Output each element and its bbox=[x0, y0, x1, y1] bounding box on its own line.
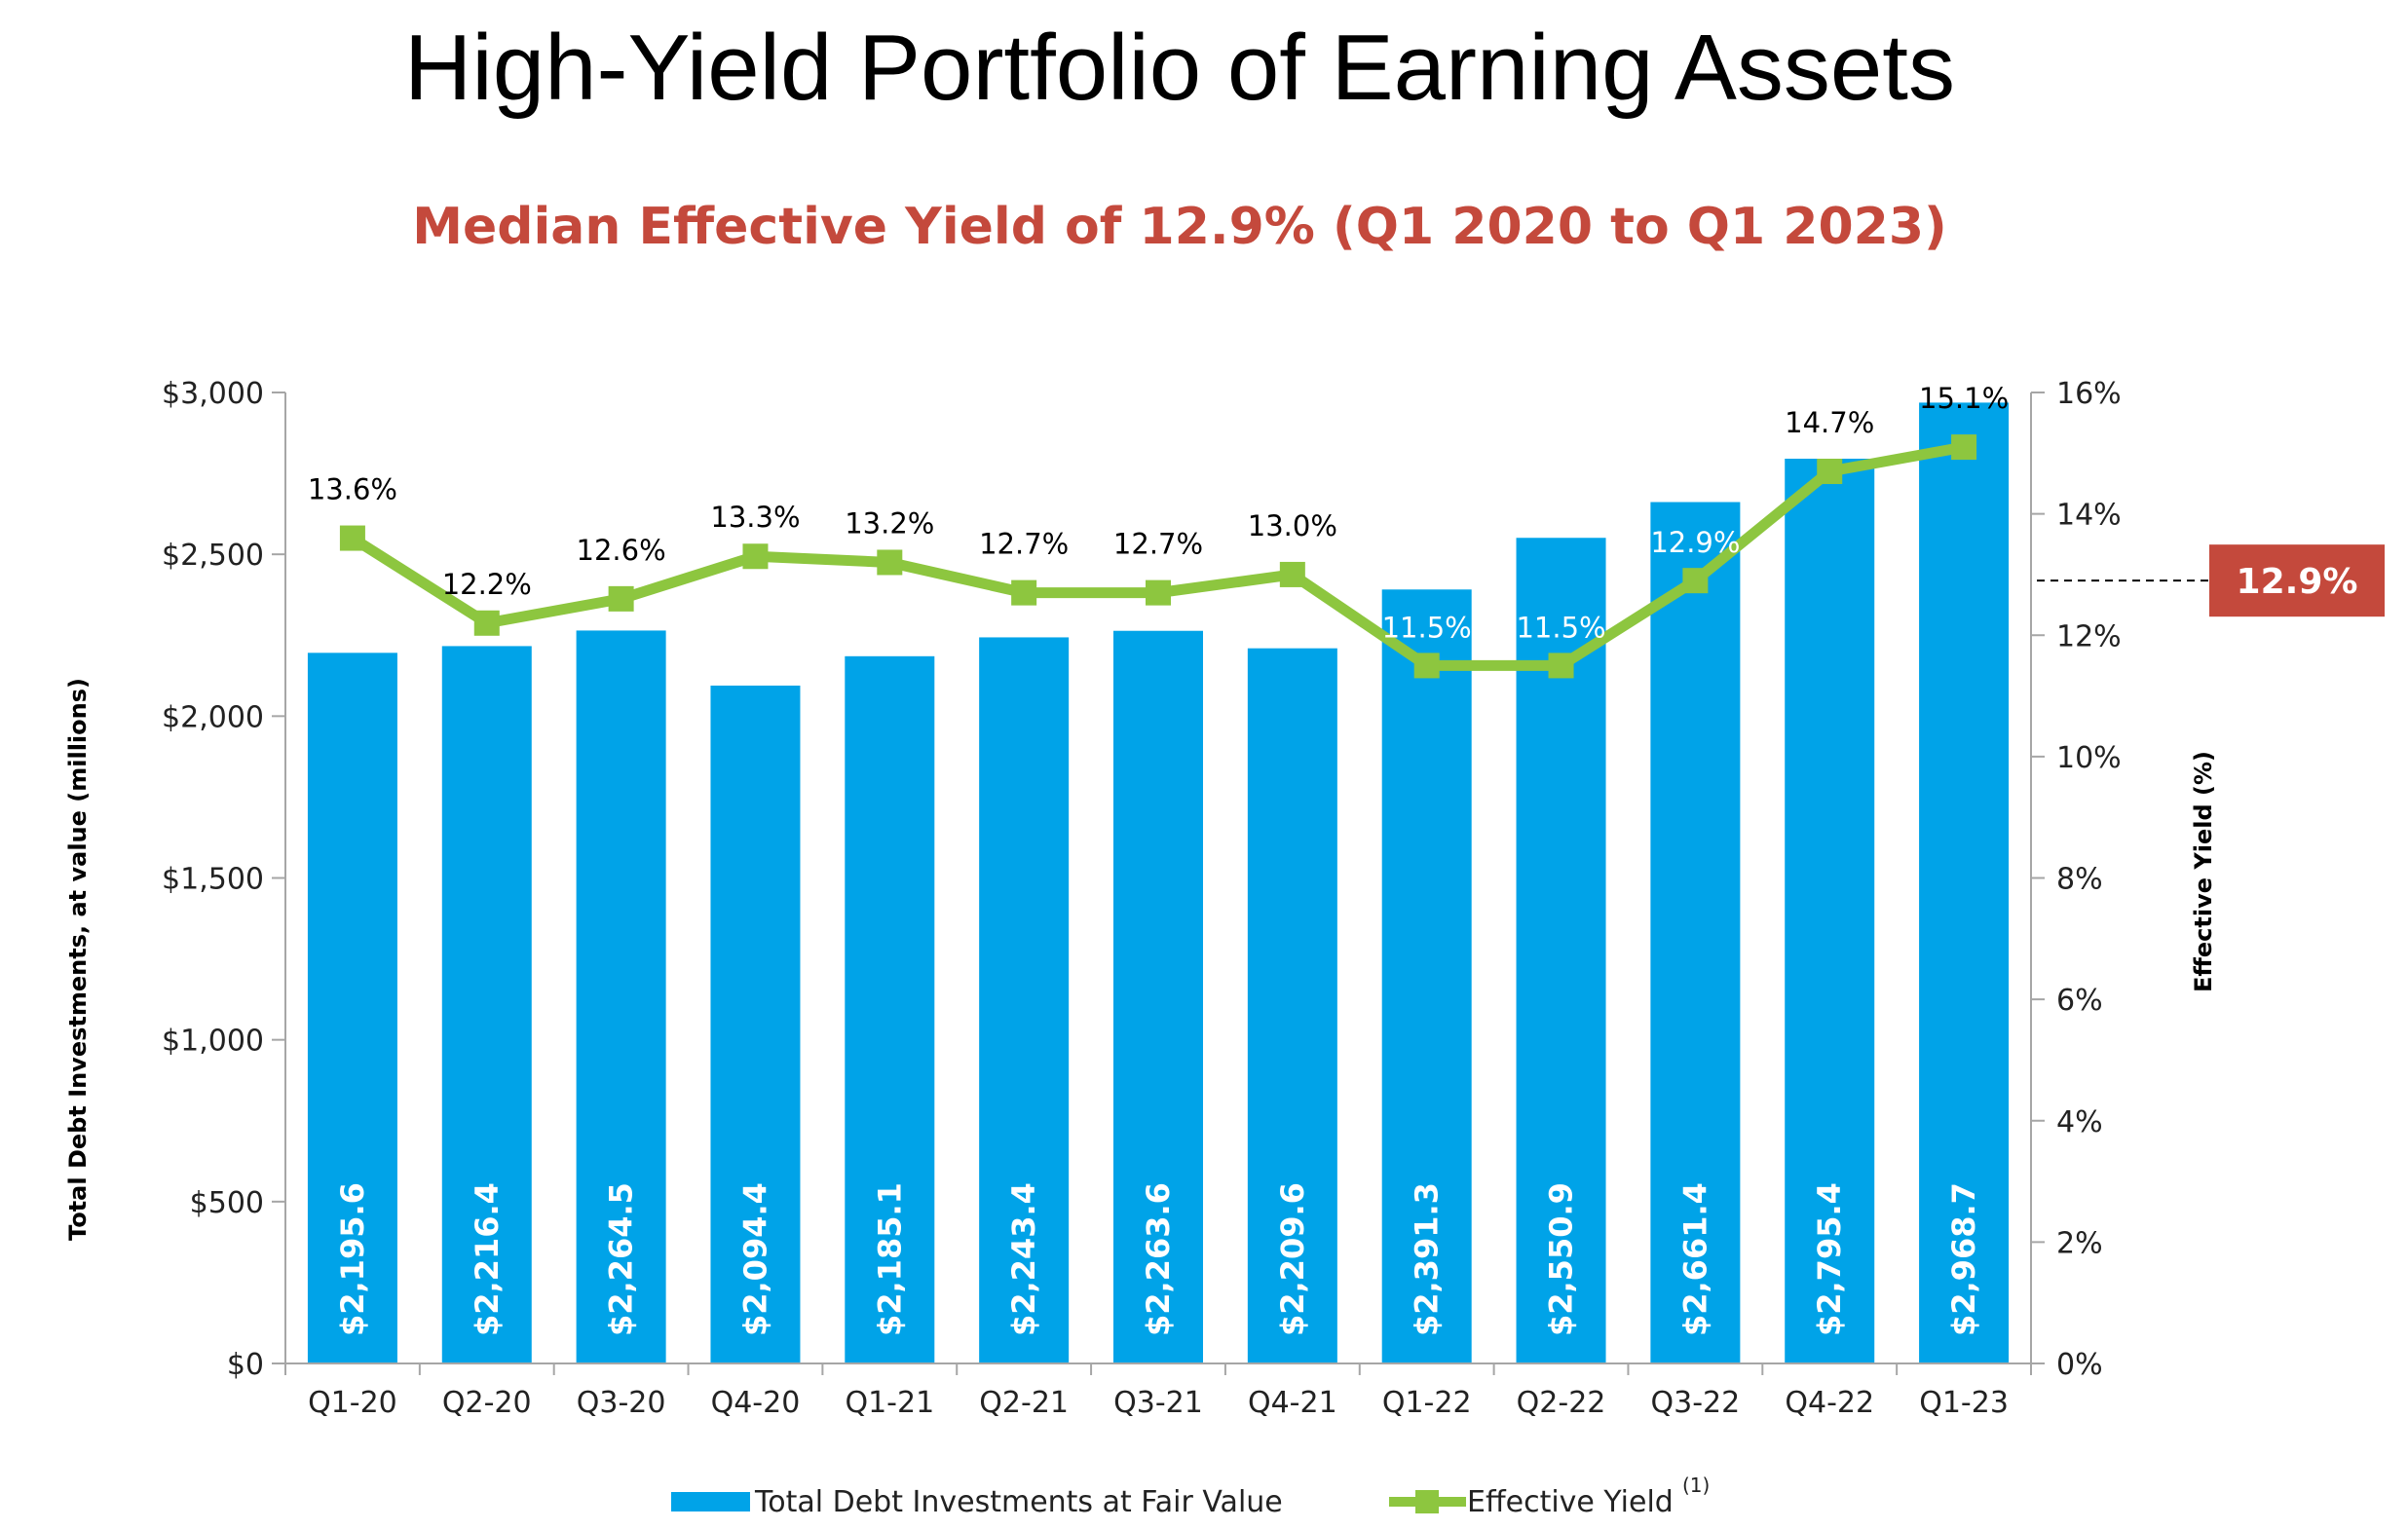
y2-tick-label: 6% bbox=[2056, 984, 2103, 1018]
bar-Q1-20 bbox=[307, 653, 397, 1363]
bar-series: $2,195.6 $2,216.4 $2,264.5 $2,094.4 $2,185.1… bbox=[307, 402, 2010, 1364]
yield-value-label: 13.0% bbox=[1248, 509, 1337, 542]
bar-Q3-21 bbox=[1113, 630, 1203, 1363]
y2-tick-label: 4% bbox=[2056, 1105, 2103, 1139]
yield-point-Q2-21 bbox=[1011, 579, 1037, 606]
yield-series: 13.6% 12.2% 12.6% 13.3% 13.2% 12.7% 12.7% 13.0%… bbox=[308, 382, 2009, 679]
yield-point-Q3-21 bbox=[1146, 579, 1171, 606]
median-marker: 12.9% bbox=[2037, 544, 2385, 617]
y-tick-label: $2,500 bbox=[162, 539, 264, 573]
yield-value-label: 15.1% bbox=[1919, 382, 2009, 415]
y2-tick-label: 14% bbox=[2056, 499, 2122, 533]
bar-Q1-22 bbox=[1381, 589, 1472, 1363]
bar-Q4-20 bbox=[710, 685, 801, 1363]
yield-value-label: 13.3% bbox=[710, 501, 800, 534]
bar-Q3-22 bbox=[1650, 502, 1741, 1363]
bar-Q2-20 bbox=[441, 646, 532, 1363]
yield-value-label: 12.2% bbox=[442, 568, 532, 601]
yield-value-label: 11.5% bbox=[1382, 611, 1472, 644]
yield-point-Q4-20 bbox=[742, 543, 769, 570]
bar-Q1-23 bbox=[1919, 402, 2010, 1363]
bar-value-label: $2,391.3 bbox=[1409, 1182, 1446, 1336]
x-tick-label: Q1-22 bbox=[1382, 1386, 1472, 1420]
yield-point-Q1-23 bbox=[1951, 434, 1977, 461]
bar-Q4-22 bbox=[1785, 458, 1875, 1364]
legend-line-name: Effective Yield bbox=[1467, 1485, 1674, 1519]
yield-point-Q2-22 bbox=[1548, 653, 1574, 679]
x-tick-label: Q2-20 bbox=[442, 1386, 532, 1420]
yield-value-label: 13.6% bbox=[308, 473, 397, 506]
x-tick-label: Q3-20 bbox=[577, 1386, 666, 1420]
bar-value-label: $2,263.6 bbox=[1140, 1182, 1177, 1336]
bar-Q3-20 bbox=[576, 630, 666, 1363]
yield-point-Q2-20 bbox=[473, 610, 500, 636]
legend-line-label: Effective Yield bbox=[1467, 1485, 1674, 1519]
bar-value-label: $2,185.1 bbox=[871, 1182, 908, 1336]
bar-value-label: $2,968.7 bbox=[1945, 1182, 1982, 1336]
yield-value-label: 12.9% bbox=[1650, 526, 1740, 559]
yield-point-Q3-22 bbox=[1682, 568, 1709, 594]
bar-Q1-21 bbox=[845, 655, 935, 1363]
x-tick-label: Q3-22 bbox=[1651, 1386, 1741, 1420]
bar-Q4-21 bbox=[1247, 648, 1337, 1363]
x-tick-label: Q4-22 bbox=[1785, 1386, 1874, 1420]
yield-value-label: 13.2% bbox=[845, 506, 934, 540]
yield-point-Q4-21 bbox=[1279, 561, 1305, 587]
y2-tick-label: 0% bbox=[2056, 1348, 2103, 1382]
chart-subtitle: Median Effective Yield of 12.9% (Q1 2020… bbox=[412, 198, 1947, 256]
y-axis-label-left: Total Debt Investments, at value (millio… bbox=[64, 678, 92, 1241]
yield-value-label: 12.7% bbox=[979, 528, 1069, 561]
y-tick-label: $0 bbox=[227, 1348, 264, 1382]
bar-value-label: $2,264.5 bbox=[603, 1182, 640, 1336]
chart-title: High-Yield Portfolio of Earning Assets bbox=[404, 16, 1955, 120]
y2-tick-label: 16% bbox=[2056, 377, 2122, 411]
bar-value-label: $2,209.6 bbox=[1274, 1182, 1311, 1336]
y2-tick-label: 8% bbox=[2056, 863, 2103, 897]
yield-value-label: 11.5% bbox=[1516, 611, 1605, 644]
y-axis-label-right: Effective Yield (%) bbox=[2190, 751, 2217, 992]
legend: Total Debt Investments at Fair Value Eff… bbox=[671, 1474, 1710, 1519]
x-tick-label: Q1-20 bbox=[308, 1386, 397, 1420]
yield-value-label: 14.7% bbox=[1785, 406, 1874, 439]
y2-tick-label: 12% bbox=[2056, 619, 2122, 653]
median-badge-label: 12.9% bbox=[2237, 562, 2358, 602]
bar-value-label: $2,094.4 bbox=[736, 1182, 773, 1336]
yield-point-Q1-22 bbox=[1413, 653, 1440, 679]
y2-tick-label: 2% bbox=[2056, 1226, 2103, 1260]
y-tick-label: $500 bbox=[190, 1186, 264, 1220]
legend-line-superscript: (1) bbox=[1682, 1474, 1710, 1497]
bar-value-label: $2,195.6 bbox=[334, 1182, 371, 1336]
x-tick-label: Q1-21 bbox=[845, 1386, 934, 1420]
y-tick-label: $3,000 bbox=[162, 377, 264, 411]
median-badge bbox=[2209, 544, 2385, 617]
bar-value-label: $2,550.9 bbox=[1543, 1182, 1580, 1336]
y-tick-label: $1,000 bbox=[162, 1025, 264, 1059]
legend-bar-label: Total Debt Investments at Fair Value bbox=[754, 1485, 1283, 1519]
yield-point-Q4-22 bbox=[1817, 459, 1843, 485]
y-tick-label: $2,000 bbox=[162, 700, 264, 734]
yield-point-Q1-20 bbox=[339, 525, 365, 551]
x-tick-label: Q4-20 bbox=[711, 1386, 801, 1420]
yield-value-label: 12.6% bbox=[577, 534, 666, 567]
yield-point-Q3-20 bbox=[608, 585, 634, 612]
bar-value-label: $2,216.4 bbox=[469, 1182, 506, 1336]
x-tick-label: Q3-21 bbox=[1113, 1386, 1203, 1420]
yield-point-Q1-21 bbox=[877, 549, 903, 576]
x-tick-label: Q2-21 bbox=[979, 1386, 1069, 1420]
axes: $0 $500 $1,000 $1,500 $2,000 $2,500 $3,000 0% 2%… bbox=[162, 377, 2122, 1420]
y-tick-label: $1,500 bbox=[162, 863, 264, 897]
bar-value-label: $2,243.4 bbox=[1005, 1182, 1042, 1336]
bar-Q2-21 bbox=[979, 637, 1070, 1363]
bar-value-label: $2,795.4 bbox=[1811, 1182, 1848, 1336]
legend-line-marker bbox=[1415, 1490, 1439, 1513]
yield-value-label: 12.7% bbox=[1113, 528, 1203, 561]
bar-value-label: $2,661.4 bbox=[1676, 1182, 1713, 1336]
x-tick-label: Q1-23 bbox=[1919, 1386, 2009, 1420]
y2-tick-label: 10% bbox=[2056, 741, 2122, 775]
x-tick-label: Q2-22 bbox=[1517, 1386, 1606, 1420]
legend-bar-swatch bbox=[671, 1492, 750, 1511]
x-tick-label: Q4-21 bbox=[1248, 1386, 1337, 1420]
